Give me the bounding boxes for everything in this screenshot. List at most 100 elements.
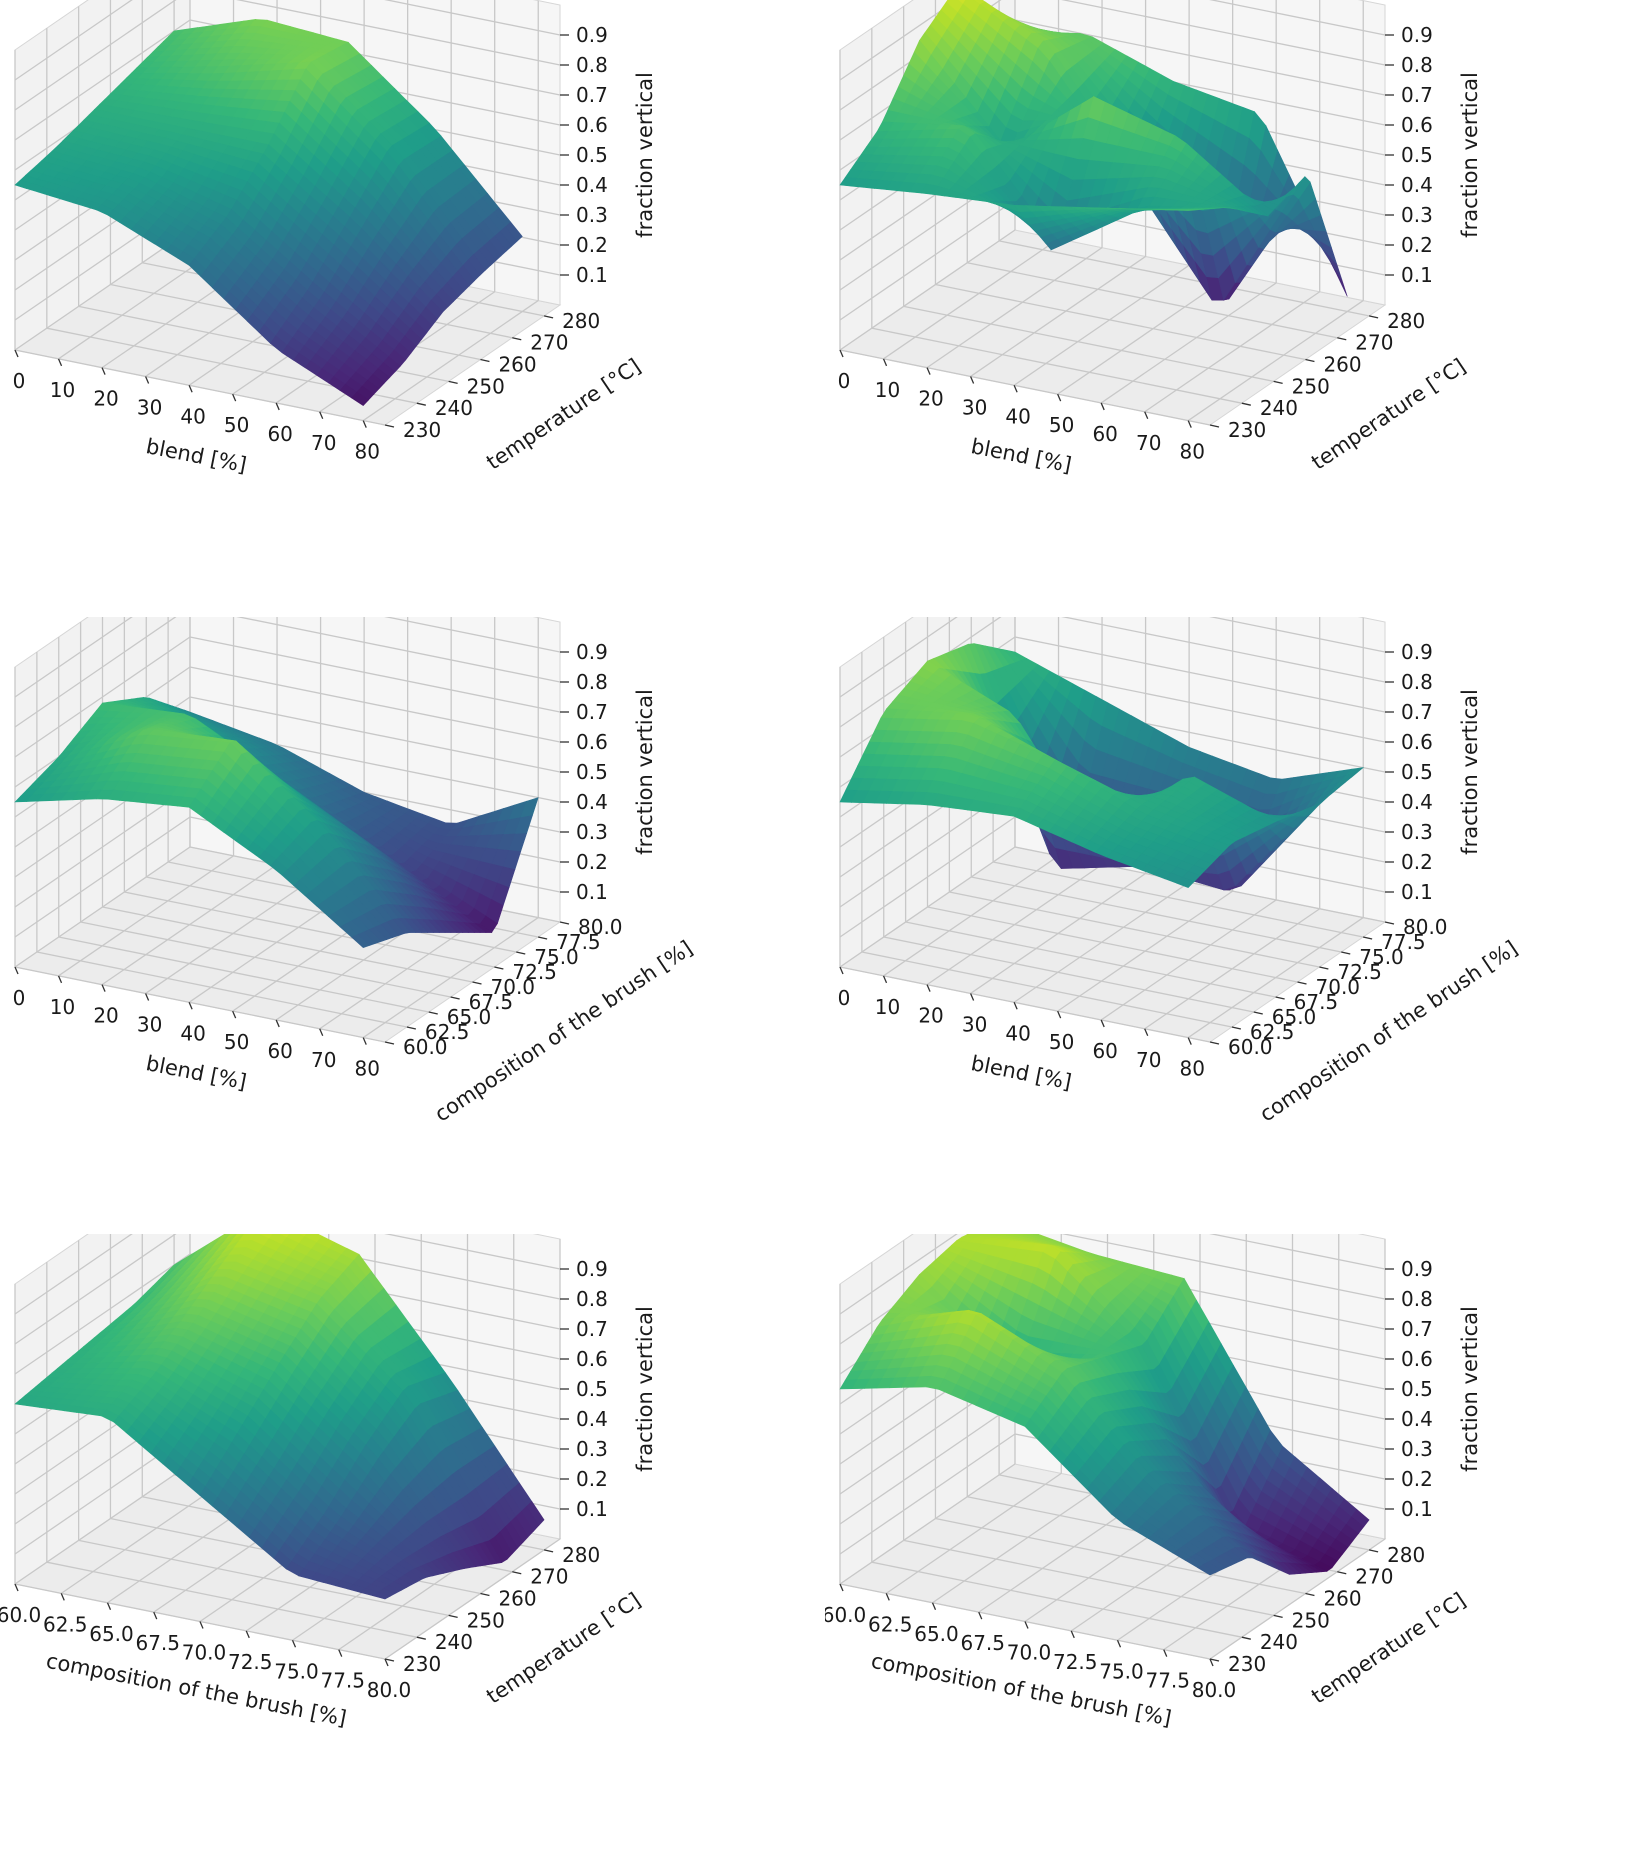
surface-plot-svg: 0 10 20 30 40 50 60 70 8060.062.565.067.570.072.… [838, 617, 1522, 1127]
grid-line [14, 1253, 191, 1375]
tick-mark [1013, 385, 1018, 393]
y-tick-label: 230 [1228, 418, 1266, 442]
tick-mark [1275, 996, 1285, 1000]
tick-mark [232, 393, 237, 402]
x-tick-label: 60 [1092, 422, 1117, 446]
tick-mark [512, 337, 522, 341]
z-tick-label: 0.2 [1401, 233, 1433, 257]
y-tick-label: 260 [498, 353, 536, 377]
x-tick-label: 20 [918, 1004, 943, 1028]
z-tick-label: 0.6 [1401, 113, 1433, 137]
y-tick-label: 62.5 [1250, 1020, 1295, 1044]
x-tick-label: 30 [962, 1012, 987, 1036]
x-tick-label: 80 [355, 1057, 380, 1081]
x-tick-label: 20 [93, 1004, 118, 1028]
y-tick-label: 65.0 [447, 1005, 492, 1029]
grid-line [189, 696, 561, 773]
x-tick-label: 10 [875, 378, 900, 402]
z-tick-label: 0.3 [1401, 820, 1433, 844]
x-tick-label: 40 [180, 1021, 205, 1045]
tick-mark [1013, 1002, 1018, 1010]
y-tick-label: 60.0 [1228, 1035, 1273, 1059]
z-tick-label: 0.6 [576, 730, 608, 754]
tick-mark [1305, 358, 1315, 363]
tick-mark [494, 966, 504, 970]
y-tick-label: 270 [530, 331, 568, 355]
x-tick-label: 80 [1180, 1057, 1205, 1081]
grid-line [384, 1234, 561, 1270]
z-tick-label: 0.4 [576, 173, 608, 197]
z-tick-label: 0.4 [1401, 173, 1433, 197]
y-tick-label: 70.0 [1316, 975, 1361, 999]
x-tick-label: 40 [180, 404, 205, 428]
grid-line [861, 951, 1233, 1028]
grid-line [58, 936, 429, 1013]
tick-mark [516, 951, 526, 955]
tick-mark [428, 1011, 438, 1015]
y-tick-label: 67.5 [1294, 990, 1339, 1014]
y-tick-label: 240 [1260, 396, 1298, 420]
z-tick-label: 0.8 [1401, 670, 1433, 694]
tick-mark [1187, 420, 1192, 428]
tick-mark [1337, 337, 1347, 341]
grid-line [1144, 291, 1321, 413]
grid-line [102, 906, 473, 983]
tick-mark [362, 1037, 367, 1045]
grid-line [36, 951, 408, 1028]
tick-mark [926, 367, 931, 375]
z-tick-label: 0.9 [576, 640, 608, 664]
grid-line [14, 1234, 133, 1315]
grid-line [871, 327, 1242, 404]
z-tick-label: 0.2 [1401, 850, 1433, 874]
grid-line [992, 861, 1364, 938]
grid-line [384, 1538, 561, 1660]
z-tick-label: 0.6 [1401, 730, 1433, 754]
z-tick-label: 0.9 [576, 23, 608, 47]
x-tick-label: 40 [1005, 404, 1030, 428]
z-tick-label: 0.4 [576, 790, 608, 814]
surface-cell [1176, 876, 1195, 888]
grid-line [14, 966, 386, 1043]
tick-mark [57, 975, 63, 984]
x-tick-label: 70 [311, 431, 336, 455]
grid-line [14, 349, 386, 426]
tick-mark [1241, 402, 1251, 406]
x-tick-label: 80 [355, 440, 380, 464]
tick-mark [188, 1002, 193, 1010]
grid-line [839, 816, 1016, 938]
surface-cell [351, 391, 369, 406]
surface [839, 643, 1365, 891]
grid-line [1014, 19, 1386, 96]
y-tick-label: 230 [403, 418, 441, 442]
grid-line [46, 1561, 417, 1638]
tick-mark [416, 402, 426, 406]
z-tick-label: 0.3 [576, 203, 608, 227]
x-tick-label: 20 [918, 387, 943, 411]
x-tick-label: 60 [1092, 1039, 1117, 1063]
tick-mark [1057, 393, 1062, 402]
grid-line [1014, 666, 1386, 743]
grid-line [14, 0, 177, 111]
y-tick-label: 70.0 [491, 975, 536, 999]
tick-mark [1057, 1010, 1062, 1019]
tick-mark [926, 984, 931, 992]
surface-plot-svg: 60.0 62.5 65.0 67.5 70.0 72.5 75.0 77.5 80.02302… [0, 1234, 657, 1731]
grid-line [14, 229, 191, 351]
tick-mark [1100, 1019, 1105, 1028]
x-tick-label: 70 [1136, 431, 1161, 455]
tick-mark [537, 936, 548, 940]
z-tick-label: 0.8 [576, 53, 608, 77]
x-tick-label: 30 [962, 395, 987, 419]
surface [14, 19, 523, 406]
x-tick-label: 50 [224, 1030, 249, 1054]
x-tick-label: 70 [311, 1048, 336, 1072]
tick-mark [839, 966, 844, 975]
tick-mark [969, 993, 975, 1001]
grid-line [14, 816, 191, 938]
grid-line [14, 617, 133, 698]
tick-mark [480, 358, 490, 363]
grid-line [903, 305, 1274, 383]
y-tick-label: 240 [435, 396, 473, 420]
x-tick-label: 0 [13, 369, 26, 393]
